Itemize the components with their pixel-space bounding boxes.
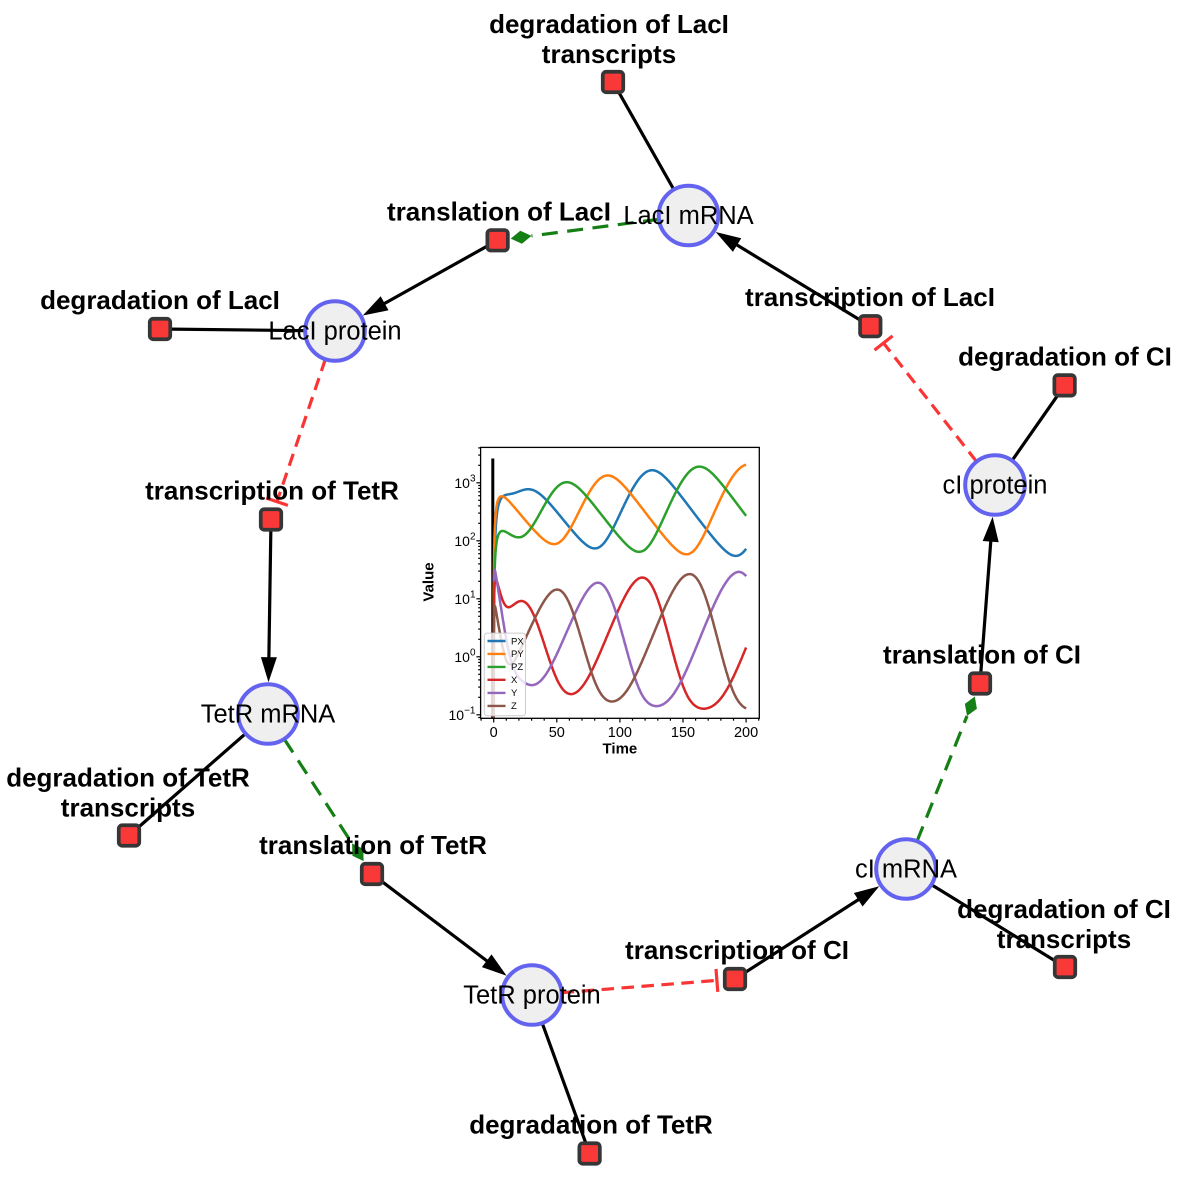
svg-text:TetR mRNA: TetR mRNA xyxy=(201,701,336,729)
svg-text:degradation of LacI: degradation of LacI xyxy=(489,9,729,39)
svg-text:transcription of TetR: transcription of TetR xyxy=(145,476,399,506)
svg-text:translation of TetR: translation of TetR xyxy=(259,830,487,860)
svg-text:200: 200 xyxy=(734,725,758,741)
svg-text:cI mRNA: cI mRNA xyxy=(855,856,957,884)
svg-text:Y: Y xyxy=(511,688,518,699)
svg-text:PY: PY xyxy=(511,649,524,660)
svg-text:cI protein: cI protein xyxy=(943,472,1048,500)
svg-text:LacI protein: LacI protein xyxy=(268,318,401,346)
svg-text:translation of LacI: translation of LacI xyxy=(387,196,611,226)
svg-text:Time: Time xyxy=(603,741,638,758)
svg-text:transcription of CI: transcription of CI xyxy=(625,935,849,965)
svg-text:Value: Value xyxy=(421,562,438,601)
svg-text:0: 0 xyxy=(490,725,498,741)
svg-text:Z: Z xyxy=(511,701,517,712)
svg-text:PX: PX xyxy=(511,636,524,647)
svg-text:50: 50 xyxy=(549,725,565,741)
svg-text:X: X xyxy=(511,675,518,686)
svg-text:transcripts: transcripts xyxy=(61,793,195,823)
svg-text:transcripts: transcripts xyxy=(542,39,676,69)
svg-text:transcripts: transcripts xyxy=(997,924,1131,954)
svg-text:degradation of TetR: degradation of TetR xyxy=(6,763,250,793)
svg-text:degradation of CI: degradation of CI xyxy=(958,341,1172,371)
svg-text:LacI mRNA: LacI mRNA xyxy=(623,202,753,230)
svg-text:PZ: PZ xyxy=(511,662,523,673)
svg-text:degradation of LacI: degradation of LacI xyxy=(40,285,280,315)
svg-text:transcription of LacI: transcription of LacI xyxy=(745,282,995,312)
svg-text:TetR protein: TetR protein xyxy=(463,982,601,1010)
svg-text:degradation of CI: degradation of CI xyxy=(957,894,1171,924)
svg-text:degradation of TetR: degradation of TetR xyxy=(469,1110,713,1140)
svg-text:150: 150 xyxy=(671,725,695,741)
svg-text:translation of CI: translation of CI xyxy=(883,640,1081,670)
svg-text:100: 100 xyxy=(608,725,632,741)
